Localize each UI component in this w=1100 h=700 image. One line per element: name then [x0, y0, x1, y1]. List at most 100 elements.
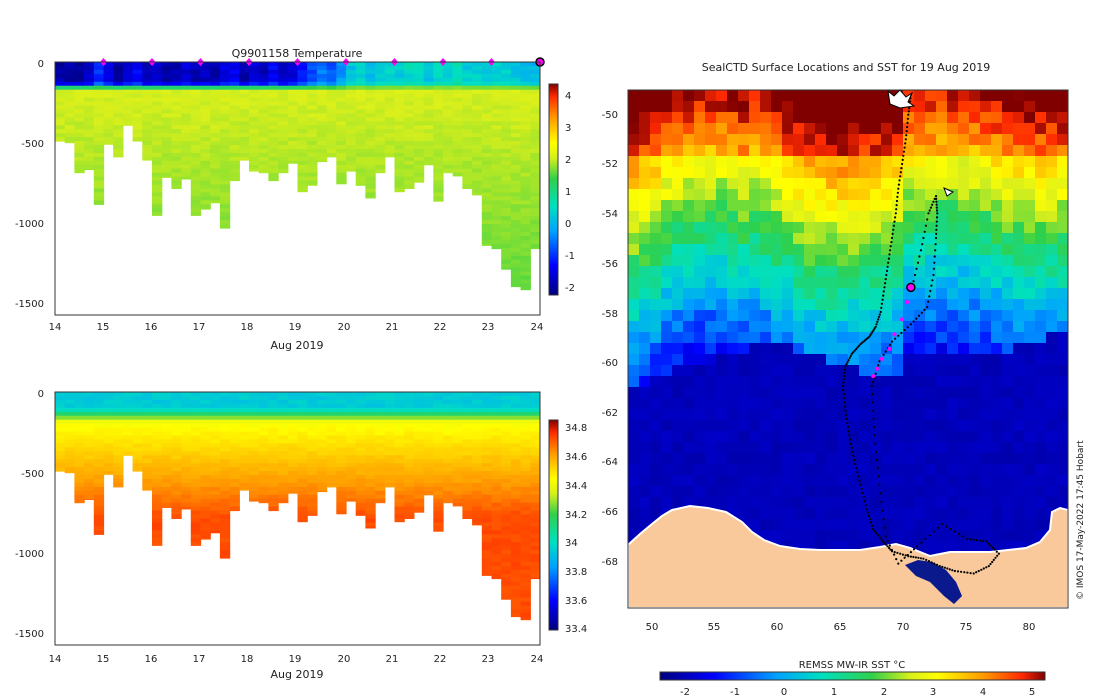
- temperature-cell: [510, 85, 522, 91]
- sst-cell: [925, 398, 937, 410]
- temperature-cell: [394, 188, 405, 193]
- salinity-cell: [443, 415, 454, 421]
- sst-cell: [837, 387, 849, 399]
- sst-cell: [804, 409, 816, 421]
- temperature-cell: [413, 141, 425, 146]
- sst-cell: [826, 387, 838, 399]
- temperature-cell: [365, 137, 376, 142]
- salinity-cell: [472, 459, 483, 464]
- sst-cell: [826, 112, 838, 124]
- sst-cell: [815, 376, 827, 388]
- sst-cell: [771, 376, 783, 388]
- salinity-cell: [510, 577, 522, 583]
- salinity-cell: [520, 558, 531, 563]
- sst-cell: [969, 101, 981, 113]
- salinity-cell: [152, 526, 163, 531]
- salinity-cell: [413, 490, 425, 496]
- salinity-cell: [394, 518, 405, 523]
- sst-cell: [991, 145, 1003, 157]
- salinity-cell: [219, 554, 231, 559]
- sst-cell: [760, 398, 772, 410]
- sst-cell: [881, 431, 893, 443]
- temperature-cell: [481, 89, 493, 95]
- salinity-cell: [74, 427, 85, 433]
- salinity-cell: [520, 407, 531, 413]
- salinity-cell: [122, 435, 134, 440]
- salinity-cell: [152, 467, 163, 472]
- salinity-cell: [520, 403, 531, 409]
- sst-cell: [804, 299, 816, 311]
- sst-cell: [661, 453, 673, 465]
- temperature-cell: [530, 113, 540, 118]
- temperature-cell: [171, 105, 182, 110]
- sst-cell: [1057, 310, 1068, 322]
- sst-cell: [980, 244, 992, 256]
- temperature-cell: [423, 62, 434, 67]
- salinity-cell: [297, 510, 308, 516]
- salinity-cell: [375, 431, 386, 436]
- sst-cell: [727, 255, 739, 267]
- sst-cell: [738, 398, 750, 410]
- temperature-cell: [249, 77, 260, 83]
- salinity-cell: [510, 494, 522, 500]
- salinity-cell: [297, 455, 308, 460]
- salinity-cell: [219, 455, 231, 460]
- salinity-cell: [481, 407, 493, 413]
- salinity-cell: [423, 403, 434, 409]
- salinity-cell: [74, 451, 85, 456]
- sst-cell: [683, 222, 695, 234]
- salinity-cell: [239, 486, 250, 491]
- sst-cell: [716, 365, 728, 377]
- temperature-cell: [190, 105, 202, 110]
- salinity-cell: [481, 459, 493, 464]
- sst-cell: [639, 189, 651, 201]
- salinity-cell: [443, 423, 454, 429]
- salinity-cell: [394, 467, 405, 472]
- salinity-cell: [93, 510, 105, 516]
- sst-cell: [1002, 211, 1014, 223]
- salinity-cell: [491, 538, 502, 543]
- sst-cell: [672, 310, 684, 322]
- sst-cell: [1013, 90, 1025, 102]
- sst-cell: [980, 442, 992, 454]
- sst-cell: [870, 178, 882, 190]
- salinity-cell: [520, 530, 531, 535]
- salinity-cell: [510, 431, 522, 436]
- temperature-cell: [103, 101, 114, 106]
- temperature-cell: [501, 129, 512, 134]
- salinity-cell: [161, 494, 172, 500]
- salinity-cell: [481, 538, 493, 543]
- salinity-cell: [152, 431, 163, 436]
- salinity-cell: [84, 443, 95, 448]
- salinity-cell: [510, 415, 522, 421]
- salinity-cell: [501, 526, 512, 531]
- temperature-cell: [520, 255, 531, 261]
- salinity-cell: [122, 399, 134, 405]
- sst-cell: [892, 200, 904, 212]
- temperature-cell: [229, 62, 240, 67]
- temperature-cell: [249, 109, 260, 114]
- sst-cell: [771, 112, 783, 124]
- sst-cell: [925, 409, 937, 421]
- sst-cell: [793, 112, 805, 124]
- temperature-cell: [229, 113, 240, 118]
- temperature-cell: [287, 141, 299, 146]
- salinity-cell: [346, 392, 357, 397]
- temperature-cell: [433, 141, 444, 146]
- sst-cell: [969, 299, 981, 311]
- sst-cell: [1024, 508, 1036, 520]
- salinity-cell: [365, 490, 376, 496]
- sst-cell: [771, 211, 783, 223]
- salinity-cell: [190, 534, 202, 539]
- temperature-cell: [152, 176, 163, 182]
- temperature-cell: [365, 192, 376, 197]
- temperature-cell: [491, 97, 502, 103]
- salinity-cell: [84, 411, 95, 417]
- sst-cell: [815, 541, 827, 553]
- salinity-cell: [142, 451, 153, 456]
- sst-cell: [705, 233, 717, 245]
- sst-cell: [661, 332, 673, 344]
- sst-cell: [958, 343, 970, 355]
- salinity-cell: [316, 427, 328, 433]
- sst-cell: [892, 420, 904, 432]
